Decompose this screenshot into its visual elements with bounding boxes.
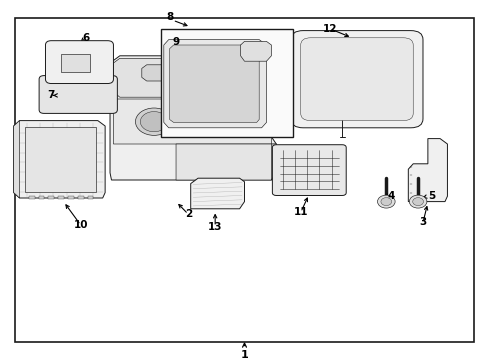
Text: 10: 10 [73, 220, 88, 230]
Polygon shape [142, 65, 200, 81]
Circle shape [140, 112, 167, 132]
Bar [25, 127, 96, 192]
Polygon shape [271, 144, 276, 180]
Circle shape [135, 108, 172, 135]
FancyBboxPatch shape [272, 145, 346, 195]
FancyBboxPatch shape [45, 41, 113, 84]
Bar [48, 196, 54, 199]
Polygon shape [407, 139, 447, 202]
Circle shape [194, 108, 231, 135]
Polygon shape [14, 121, 20, 198]
Text: 12: 12 [322, 24, 337, 34]
Circle shape [412, 198, 423, 206]
Circle shape [408, 195, 426, 208]
Circle shape [377, 195, 394, 208]
Polygon shape [163, 40, 266, 128]
Bar [29, 196, 35, 199]
Text: 8: 8 [166, 12, 173, 22]
Bar [58, 196, 64, 199]
Circle shape [380, 198, 391, 206]
Circle shape [199, 112, 226, 132]
Polygon shape [190, 178, 244, 209]
Text: 3: 3 [419, 217, 426, 228]
Polygon shape [169, 45, 259, 122]
Text: 13: 13 [207, 222, 222, 232]
Text: 4: 4 [387, 191, 394, 201]
Text: 5: 5 [427, 191, 434, 201]
Bar [68, 196, 74, 199]
FancyBboxPatch shape [39, 76, 117, 113]
Text: 6: 6 [82, 33, 89, 43]
FancyBboxPatch shape [300, 38, 412, 121]
Text: 7: 7 [47, 90, 55, 100]
Text: 1: 1 [240, 350, 248, 360]
Polygon shape [110, 56, 276, 180]
Polygon shape [113, 99, 271, 144]
Polygon shape [113, 58, 242, 97]
Bar [78, 196, 83, 199]
Bar [161, 29, 293, 137]
FancyBboxPatch shape [290, 31, 422, 128]
Polygon shape [240, 41, 271, 61]
Bar [61, 54, 90, 72]
Polygon shape [176, 144, 276, 180]
Text: 11: 11 [293, 207, 307, 217]
Bar [87, 196, 93, 199]
Text: 9: 9 [172, 37, 179, 47]
Text: 2: 2 [184, 209, 191, 219]
Bar [39, 196, 44, 199]
Polygon shape [14, 121, 105, 198]
